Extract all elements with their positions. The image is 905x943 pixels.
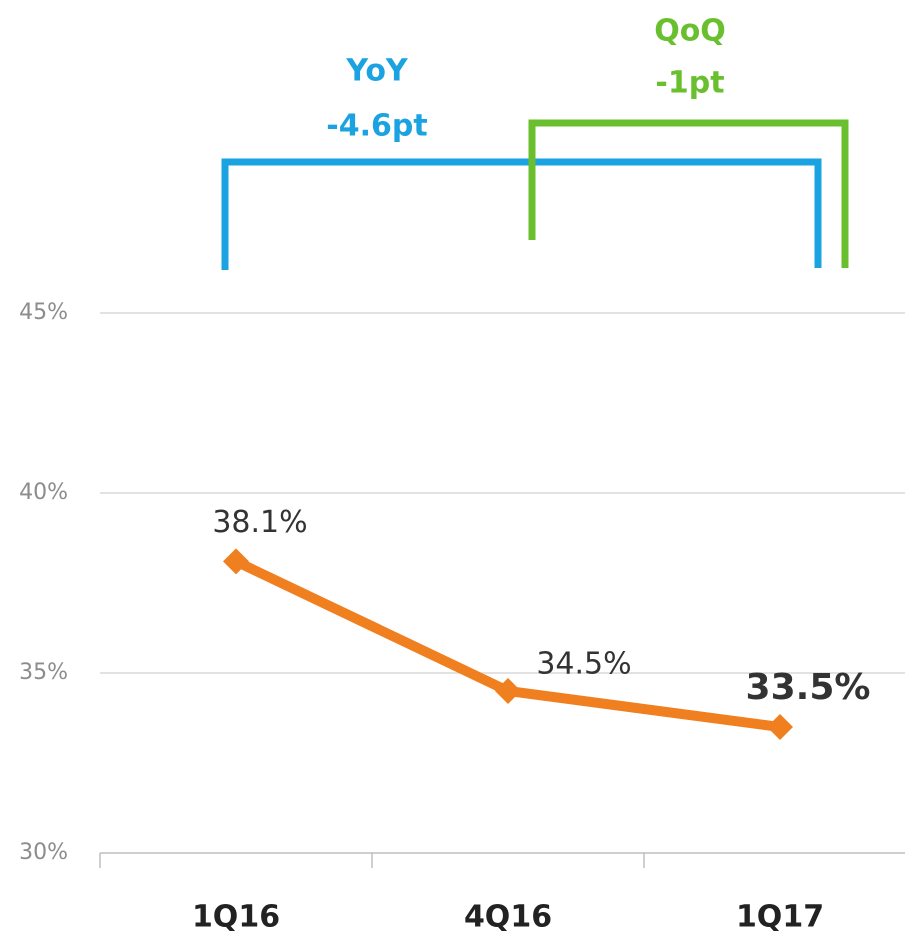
x-tick-label: 1Q17 [736, 900, 824, 935]
data-label: 34.5% [536, 647, 631, 682]
yoy-bracket [221, 158, 822, 270]
data-label: 38.1% [212, 505, 307, 540]
annotation-title: QoQ [654, 14, 726, 49]
x-tick-label: 1Q16 [192, 900, 280, 935]
marker [767, 714, 793, 740]
y-tick-label: 30% [19, 840, 68, 865]
annotation-text: -4.6pt [326, 109, 427, 144]
annotation-text: -1pt [655, 66, 724, 101]
qoq-bracket [528, 119, 849, 268]
y-tick-label: 35% [19, 660, 68, 685]
data-label: 33.5% [746, 667, 871, 708]
brackets [221, 119, 849, 270]
y-tick-label: 40% [19, 480, 68, 505]
marker [495, 678, 521, 704]
x-tick-label: 4Q16 [464, 900, 552, 935]
marker [223, 548, 249, 575]
y-tick-label: 45% [19, 300, 68, 325]
annotation-title: YoY [345, 54, 409, 89]
